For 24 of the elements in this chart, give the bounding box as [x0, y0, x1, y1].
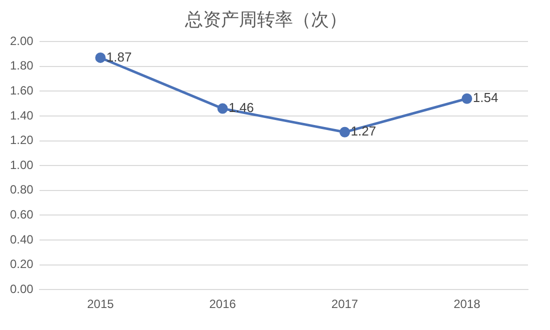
y-tick-label: 1.60 — [10, 84, 34, 98]
point — [95, 52, 106, 63]
data-label: 1.87 — [106, 49, 132, 64]
y-tick-label: 2.00 — [10, 34, 34, 48]
y-tick-label: 0.40 — [10, 232, 34, 246]
y-tick-label: 1.80 — [10, 58, 34, 73]
point — [340, 126, 350, 138]
point — [217, 103, 228, 114]
y-tick-label: 1.40 — [10, 108, 34, 122]
x-tick-label: 2017 — [331, 297, 358, 312]
y-tick-label: 1.20 — [10, 133, 34, 148]
y-tick-label: 0.60 — [10, 208, 34, 222]
y-tick-label: 0.80 — [10, 182, 34, 197]
x-tick-label: 2015 — [87, 297, 114, 312]
data-label: 1.46 — [228, 100, 254, 116]
y-tick-label: 0.00 — [10, 282, 34, 296]
chart-title: 总资产周转率（次） — [184, 9, 347, 30]
data-label: 1.27 — [350, 124, 376, 139]
point — [462, 93, 472, 104]
x-tick-label: 2016 — [209, 297, 236, 312]
x-tick-label: 2018 — [454, 297, 481, 312]
y-tick-label: 0.20 — [10, 257, 34, 272]
y-tick-label: 1.00 — [10, 158, 34, 172]
data-label: 1.54 — [472, 90, 498, 106]
